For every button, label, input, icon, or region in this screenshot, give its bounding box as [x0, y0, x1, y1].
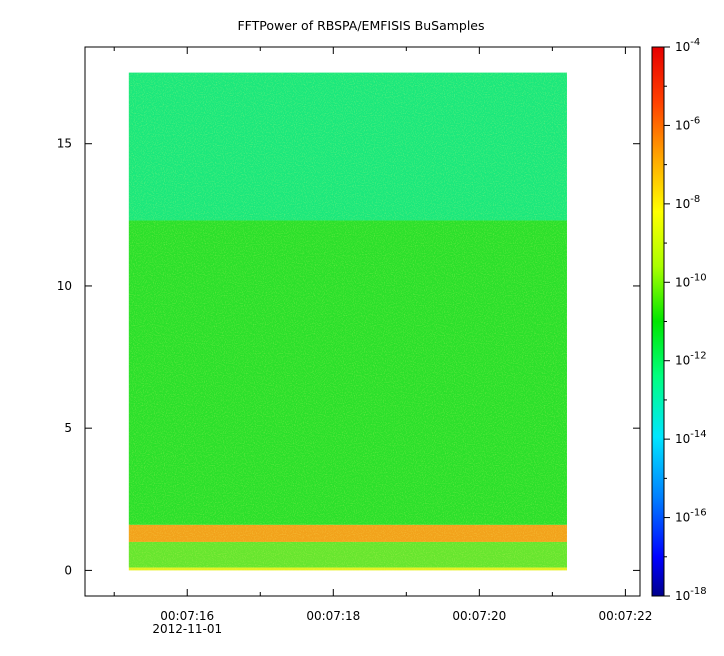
x-tick-label: 00:07:18: [306, 609, 360, 623]
spectrogram-noise: [128, 72, 567, 571]
x-tick-label: 00:07:22: [598, 609, 652, 623]
colorbar-tick-label: 10-6: [675, 115, 700, 132]
y-tick-label: 15: [57, 137, 72, 151]
colorbar-tick-label: 10-10: [675, 272, 707, 289]
y-axis: 0 5 10 15: [57, 137, 640, 577]
colorbar-tick-label: 10-4: [675, 37, 700, 54]
colorbar-tick-label: 10-16: [675, 508, 707, 525]
colorbar-tick-label: 10-12: [675, 351, 707, 368]
y-tick-label: 0: [64, 563, 72, 577]
y-tick-label: 10: [57, 279, 72, 293]
colorbar-axis: 10-4 10-6 10-8 10-10 10-12 10-14 10-16 10-18: [664, 37, 707, 603]
colorbar: [651, 46, 665, 597]
colorbar-tick-label: 10-18: [675, 586, 707, 603]
x-tick-label: 00:07:20: [452, 609, 506, 623]
y-tick-label: 5: [64, 421, 72, 435]
colorbar-tick-label: 10-14: [675, 429, 707, 446]
chart-title: FFTPower of RBSPA/EMFISIS BuSamples: [237, 18, 484, 33]
x-tick-label: 00:07:16: [160, 609, 214, 623]
x-date-label: 2012-11-01: [152, 622, 222, 636]
spectrogram-image: [128, 72, 567, 571]
colorbar-tick-label: 10-8: [675, 194, 700, 211]
